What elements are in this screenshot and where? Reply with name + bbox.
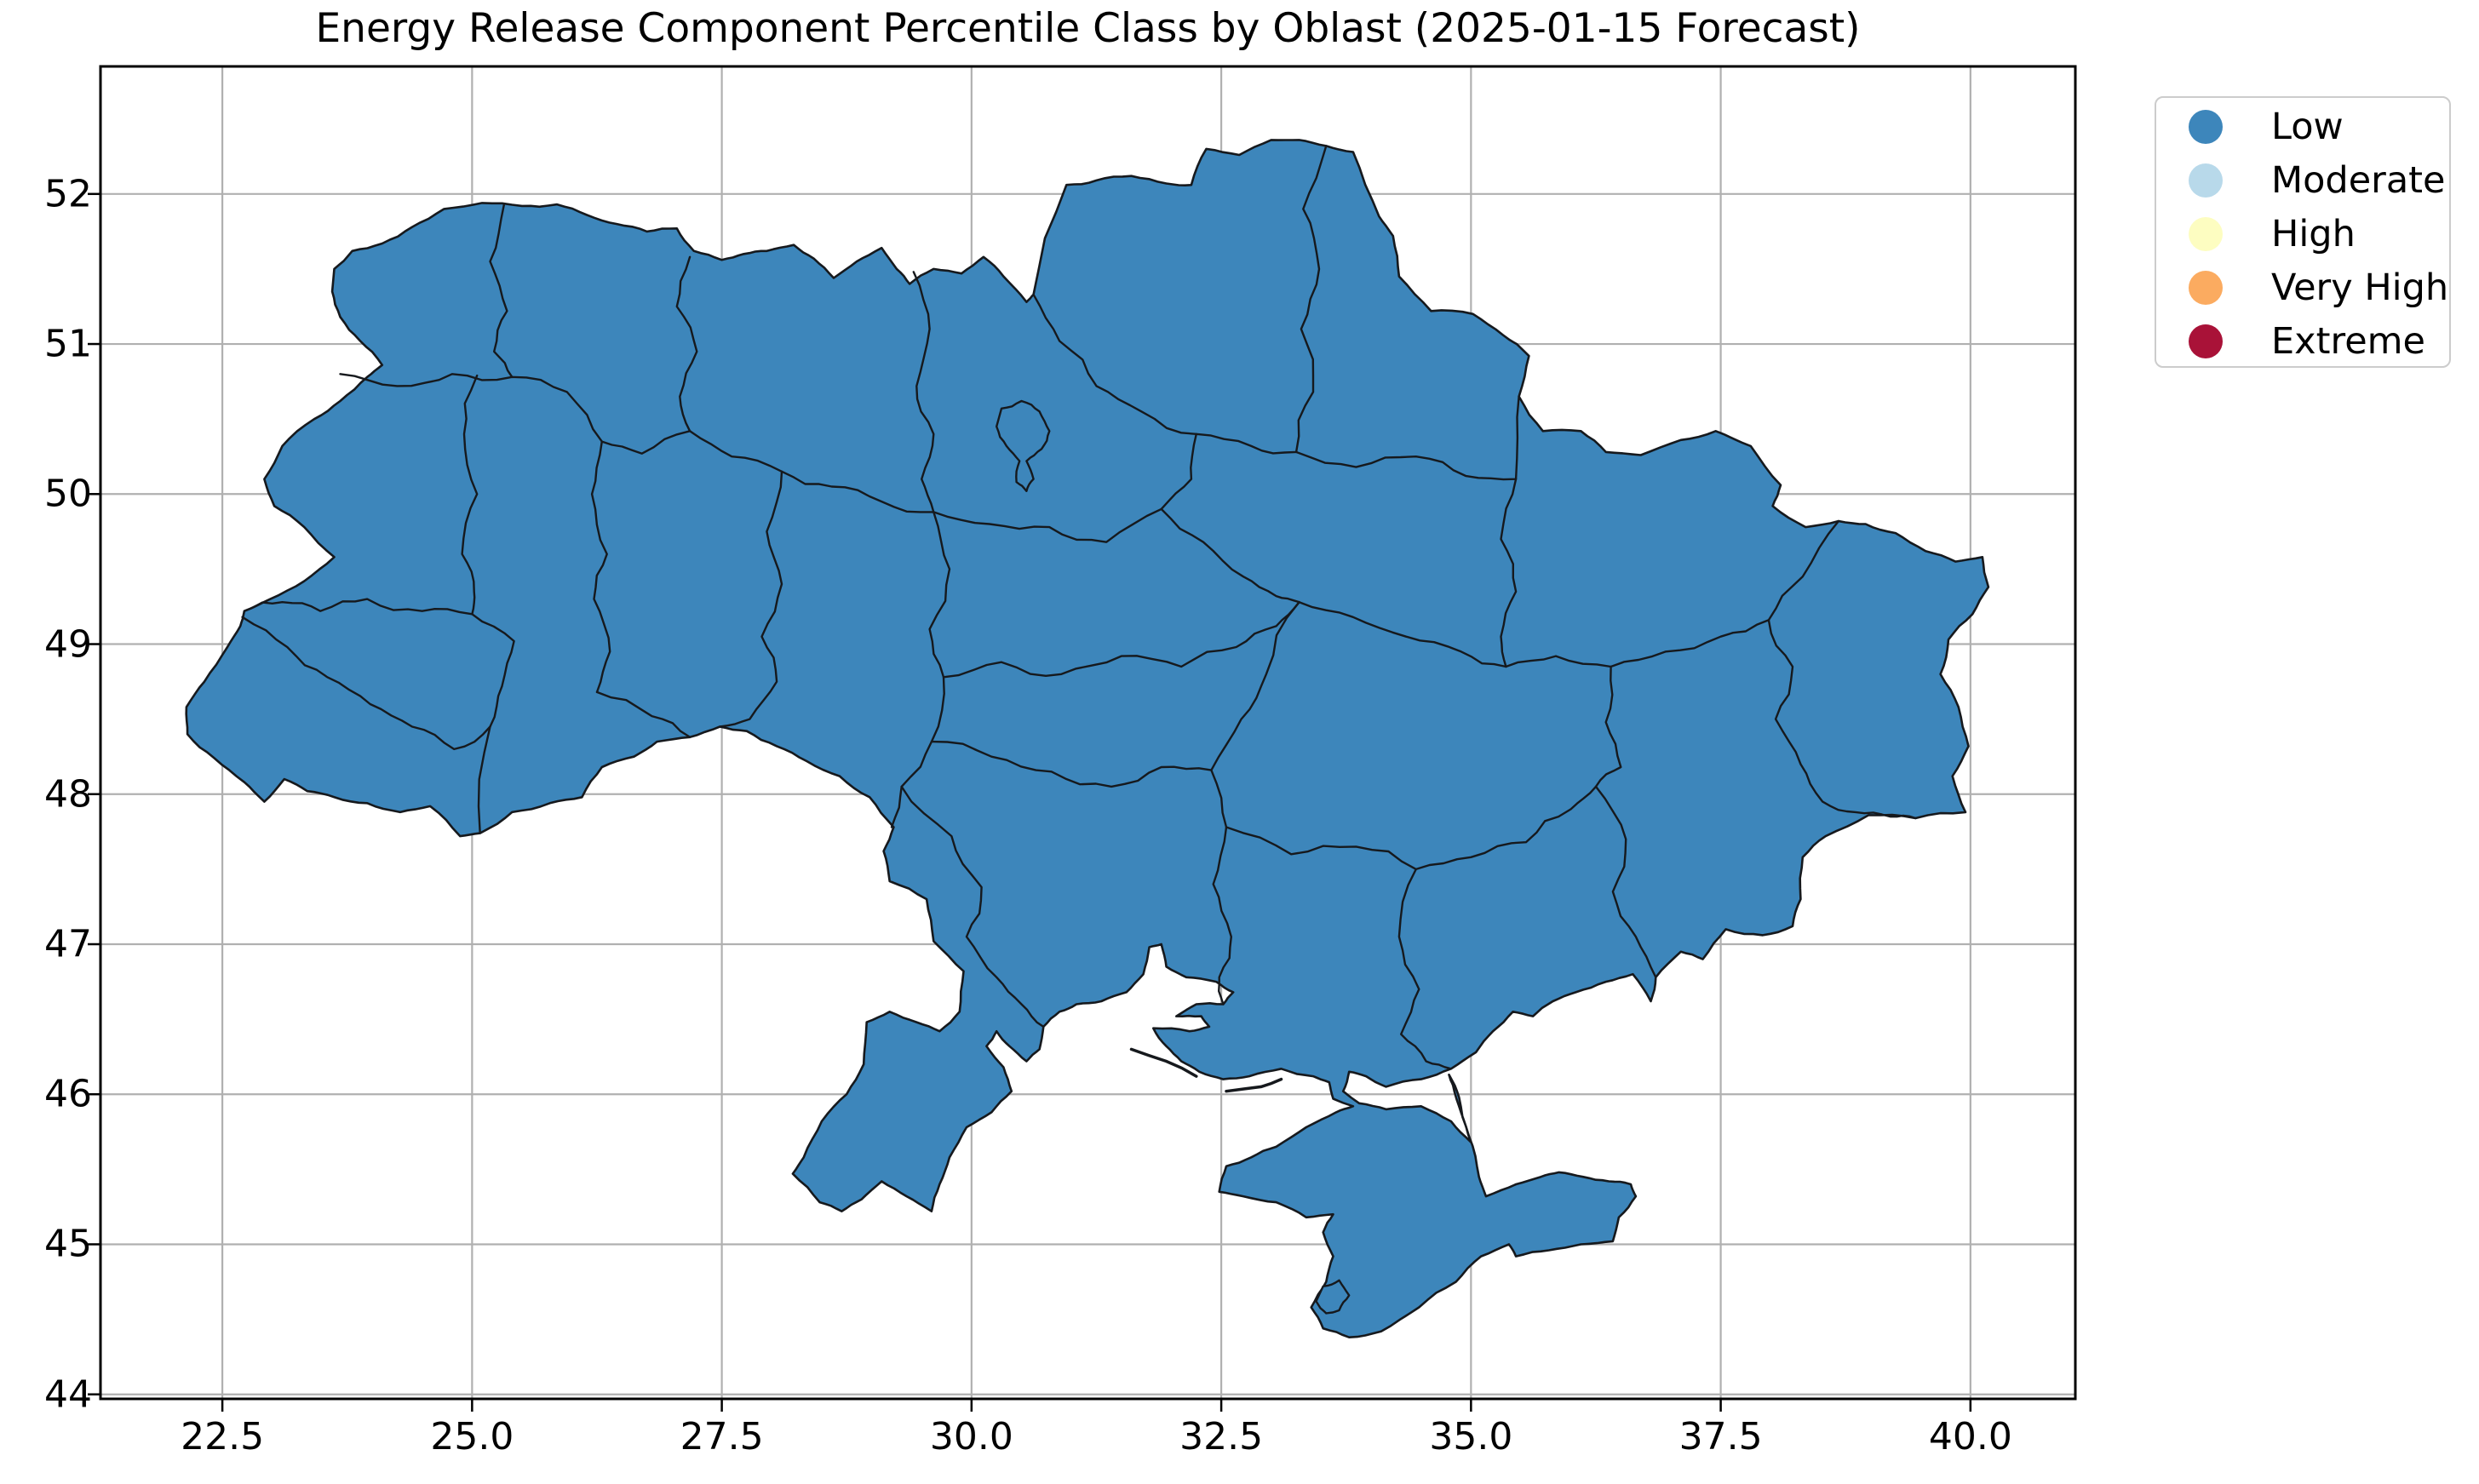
legend-marker-extreme-icon [2189,324,2223,358]
x-tick-label: 22.5 [181,1415,265,1458]
y-tick-label: 46 [44,1072,92,1116]
oblast-border-line [1294,395,1520,481]
oblast-border-line [688,430,935,513]
x-tick-label: 30.0 [929,1415,1013,1458]
oblast-border-line [461,374,479,616]
oblast-border-line [719,470,783,728]
oblast-border-line [1210,769,1232,1006]
ukraine-choropleth-map-svg [88,65,2077,1412]
legend-item-moderate: Moderate [2156,153,2449,207]
oblast-border-line [489,203,514,378]
x-tick-label: 40.0 [1928,1415,2012,1458]
ukraine-outline-polygon [185,139,1990,1338]
oblast-border-line [595,690,691,738]
legend: Low Moderate High Very High Extreme [2155,96,2451,368]
oblast-border-line [1160,507,1300,604]
oblast-border-line [243,598,515,834]
oblast-border-line [590,440,611,694]
oblast-border-line [1767,619,1917,820]
y-tick-label: 49 [44,622,92,667]
y-tick-label: 48 [44,772,92,816]
oblast-border-line [1294,145,1328,454]
oblast-border-line [1210,601,1300,771]
y-tick-label: 45 [44,1222,92,1266]
kyiv-city-boundary [996,399,1051,492]
y-tick-label: 44 [44,1372,92,1417]
y-tick-label: 47 [44,922,92,966]
plot-border [99,65,2077,1401]
oblast-border-line [241,616,491,751]
sevastopol-boundary [1315,1279,1351,1315]
axis-tick-marks [88,192,1972,1412]
legend-marker-moderate-icon [2189,163,2223,198]
x-tick-label: 32.5 [1179,1415,1264,1458]
oblast-border-line [339,373,691,455]
coastal-spit-sliver [1129,1047,1198,1078]
oblast-border-line [912,271,935,513]
map-regions [185,139,1990,1338]
oblast-border-line [1500,478,1518,668]
x-tick-label: 25.0 [430,1415,514,1458]
legend-marker-low-icon [2189,109,2223,144]
coastal-spit-sliver [1225,1077,1283,1093]
oblast-border-line [1594,785,1657,978]
legend-label: Moderate [2271,158,2446,202]
legend-item-high: High [2156,207,2449,261]
legend-item-very-high: Very High [2156,261,2449,314]
x-tick-label: 27.5 [680,1415,764,1458]
legend-label: Extreme [2271,319,2426,363]
oblast-border-line [1225,785,1598,871]
oblast-border-line [930,740,1213,788]
x-tick-label: 35.0 [1429,1415,1513,1458]
oblast-border-line [1298,601,1507,668]
oblast-border-line [1397,868,1453,1070]
plot-area [88,65,2077,1412]
y-tick-label: 52 [44,172,92,216]
oblast-border-line [900,785,1045,1028]
y-tick-label: 50 [44,472,92,516]
legend-label: High [2271,212,2356,255]
oblast-border-line [1505,519,1840,668]
x-tick-label: 37.5 [1678,1415,1763,1458]
chart-title: Energy Release Component Percentile Clas… [315,5,1861,52]
legend-item-extreme: Extreme [2156,314,2449,368]
legend-item-low: Low [2156,100,2449,153]
oblast-border-line [1594,665,1622,788]
oblast-border-line [932,507,1162,543]
oblast-border-line [675,255,698,433]
legend-marker-very-high-icon [2189,270,2223,305]
oblast-border-line [1160,433,1197,511]
oblast-border-line [1032,293,1298,455]
oblast-border-line [942,601,1300,679]
legend-marker-high-icon [2189,216,2223,251]
legend-label: Very High [2271,266,2449,309]
y-tick-label: 51 [44,322,92,366]
legend-label: Low [2271,105,2344,148]
